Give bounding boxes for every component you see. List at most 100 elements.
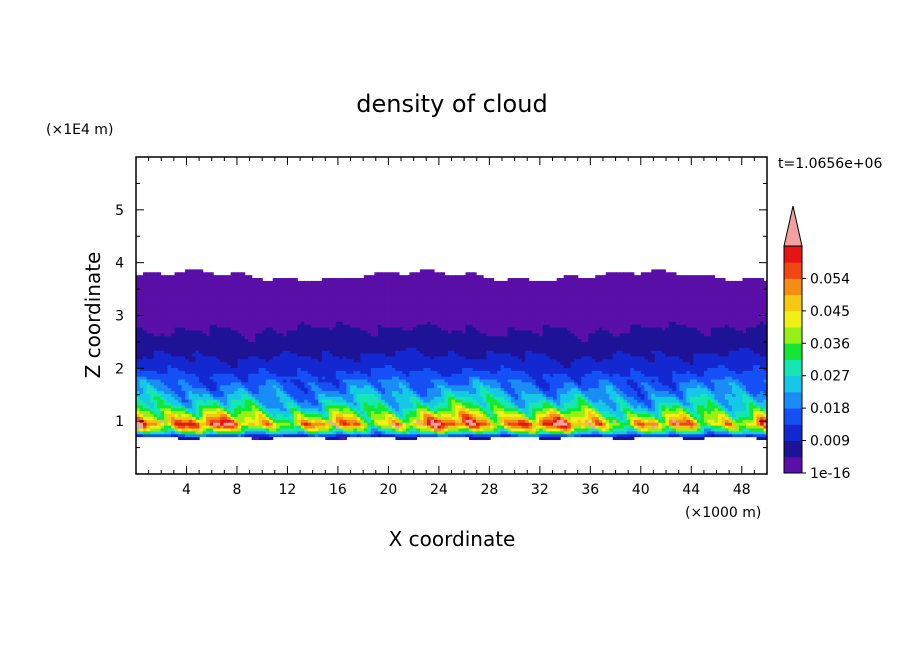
heatmap-cell — [535, 361, 540, 366]
heatmap-cell — [276, 364, 281, 368]
heatmap-cell — [511, 425, 516, 429]
heatmap-cell — [237, 358, 242, 363]
heatmap-cell — [325, 401, 330, 406]
heatmap-cell — [374, 387, 379, 392]
heatmap-cell — [332, 355, 337, 360]
heatmap-cell — [279, 427, 284, 432]
heatmap-cell — [164, 425, 169, 429]
heatmap-cell — [328, 425, 333, 429]
heatmap-cell — [472, 387, 477, 392]
heatmap-cell — [497, 364, 502, 368]
heatmap-cell — [721, 393, 726, 397]
heatmap-cell — [518, 390, 523, 394]
heatmap-cell — [665, 433, 670, 438]
heatmap-cell — [325, 433, 330, 438]
heatmap-cell — [230, 384, 235, 389]
heatmap-cell — [465, 378, 470, 383]
heatmap-cell — [405, 390, 411, 394]
heatmap-cell — [532, 422, 537, 426]
heatmap-cell — [251, 425, 256, 429]
heatmap-cell — [160, 413, 165, 417]
heatmap-cell — [689, 396, 694, 400]
heatmap-cell — [356, 419, 361, 423]
heatmap-cell — [630, 413, 635, 417]
heatmap-cell — [455, 367, 460, 371]
heatmap-cell — [405, 361, 411, 366]
heatmap-cell — [178, 396, 183, 400]
heatmap-cell — [307, 355, 312, 360]
heatmap-cell — [237, 361, 242, 366]
heatmap-cell — [388, 376, 393, 380]
heatmap-cell — [195, 384, 200, 389]
heatmap-cell — [682, 381, 687, 386]
heatmap-cell — [647, 396, 652, 400]
heatmap-cell — [311, 390, 316, 394]
heatmap-cell — [644, 384, 649, 389]
heatmap-cell — [763, 390, 767, 394]
heatmap-cell — [227, 433, 232, 438]
heatmap-cell — [234, 358, 239, 363]
heatmap-cell — [402, 387, 407, 392]
heatmap-cell — [398, 358, 404, 363]
heatmap-cell — [342, 399, 347, 403]
heatmap-cell — [626, 436, 631, 441]
heatmap-cell — [283, 355, 288, 360]
heatmap-cell — [440, 407, 446, 412]
heatmap-cell — [360, 410, 365, 415]
heatmap-cell — [206, 430, 211, 435]
heatmap-cell — [616, 430, 621, 435]
heatmap-cell — [430, 401, 435, 406]
heatmap-cell — [353, 422, 358, 426]
heatmap-cell — [433, 419, 439, 423]
heatmap-cell — [672, 378, 677, 383]
heatmap-cell — [206, 404, 211, 409]
heatmap-cell — [440, 390, 446, 394]
heatmap-cell — [223, 381, 228, 386]
heatmap-cell — [398, 416, 404, 420]
heatmap-cell — [633, 407, 638, 412]
heatmap-cell — [234, 390, 239, 394]
heatmap-cell — [412, 419, 418, 423]
heatmap-cell — [626, 390, 631, 394]
heatmap-cell — [668, 367, 673, 371]
heatmap-cell — [549, 413, 554, 417]
heatmap-cell — [416, 419, 421, 423]
heatmap-cell — [381, 427, 386, 432]
heatmap-cell — [370, 413, 375, 417]
heatmap-cell — [167, 393, 172, 397]
heatmap-cell — [665, 399, 670, 403]
heatmap-cell — [188, 436, 193, 441]
heatmap-cell — [349, 419, 354, 423]
heatmap-cell — [577, 401, 582, 406]
heatmap-cell — [276, 361, 281, 366]
heatmap-cell — [192, 399, 197, 403]
heatmap-cell — [234, 422, 239, 426]
heatmap-cell — [146, 364, 151, 368]
heatmap-cell — [567, 376, 572, 380]
heatmap-cell — [318, 399, 323, 403]
heatmap-cell — [609, 422, 614, 426]
heatmap-cell — [710, 419, 716, 423]
heatmap-cell — [612, 401, 617, 406]
heatmap-cell — [521, 364, 526, 368]
heatmap-cell — [195, 373, 200, 377]
heatmap-cell — [700, 425, 705, 429]
heatmap-cell — [199, 416, 204, 420]
heatmap-cell — [707, 373, 712, 377]
heatmap-cell — [265, 390, 270, 394]
heatmap-cell — [409, 367, 414, 371]
heatmap-cell — [563, 425, 568, 429]
heatmap-cell — [483, 387, 488, 392]
heatmap-cell — [703, 401, 709, 406]
heatmap-cell — [595, 430, 600, 435]
heatmap-cell — [721, 367, 726, 371]
heatmap-cell — [546, 427, 551, 432]
heatmap-cell — [195, 419, 200, 423]
heatmap-cell — [682, 376, 687, 380]
heatmap-cell — [272, 410, 277, 415]
heatmap-cell — [738, 384, 744, 389]
heatmap-cell — [227, 401, 232, 406]
heatmap-cell — [724, 399, 730, 403]
heatmap-cell — [363, 387, 368, 392]
heatmap-cell — [314, 370, 319, 374]
